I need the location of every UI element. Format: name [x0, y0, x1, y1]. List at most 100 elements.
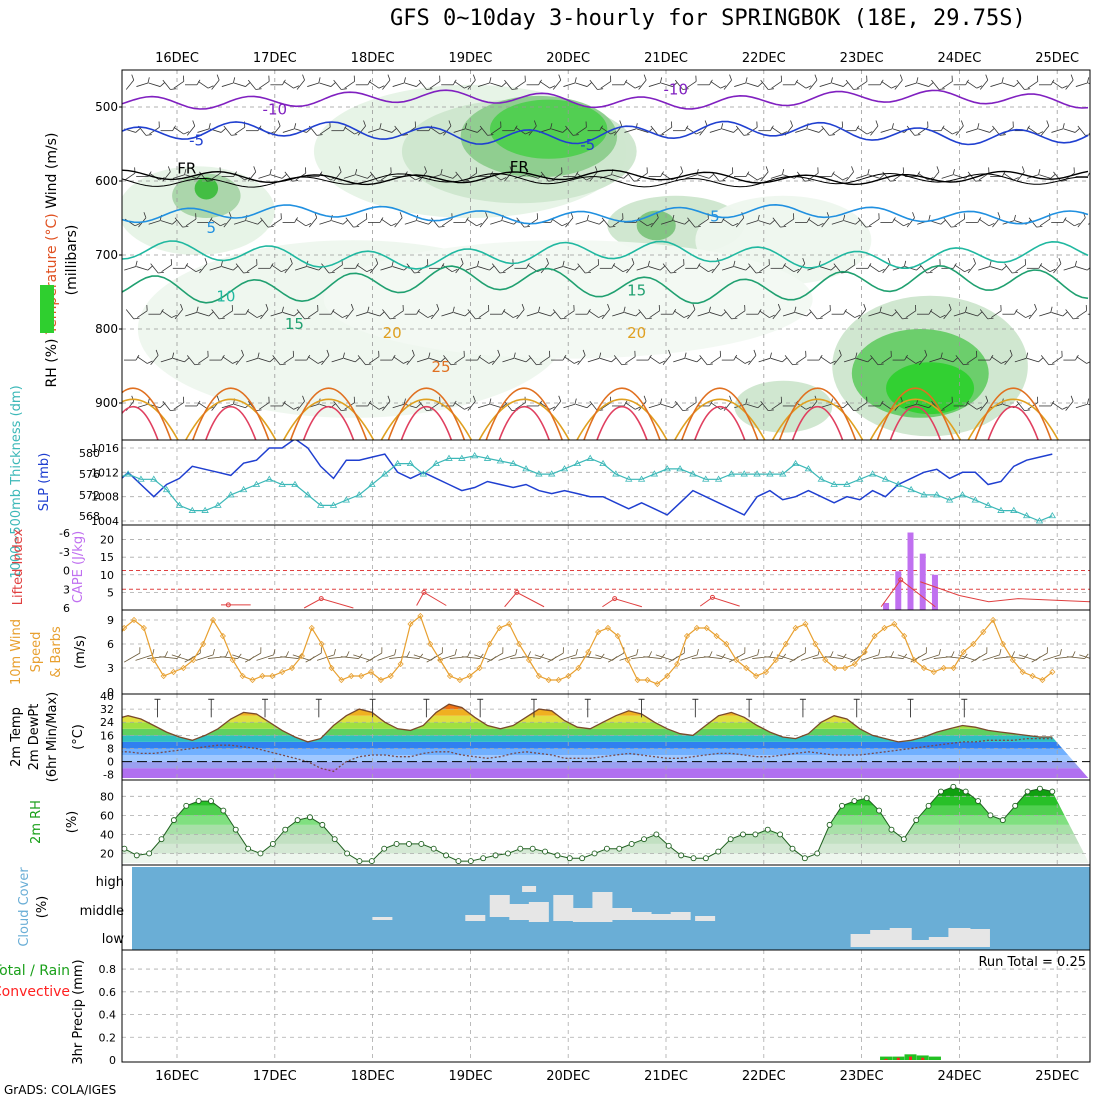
y-tick-label: 16 — [100, 729, 114, 742]
wind-barb — [588, 310, 605, 318]
wind-barb — [394, 212, 403, 228]
cloud-bar-high — [522, 886, 537, 892]
wind-barb — [809, 74, 818, 90]
wind-barb — [1076, 356, 1090, 364]
contour-label: 5 — [710, 208, 720, 226]
contour-label: 15 — [627, 282, 646, 300]
isotherm-warm — [498, 406, 550, 440]
wind-barb — [734, 304, 746, 318]
wind-barb — [1089, 263, 1090, 274]
rh2m-point — [406, 840, 412, 847]
wind-barb — [576, 121, 587, 135]
y-tick-label: 3 — [107, 662, 114, 675]
wind-barb — [1015, 310, 1032, 318]
wind-barb — [135, 649, 155, 661]
wind-barb — [503, 310, 519, 318]
wind-barb — [1051, 123, 1065, 133]
wind-point — [506, 620, 513, 628]
wind-barb — [331, 352, 345, 363]
wind-barb — [764, 653, 787, 659]
wind-barb — [284, 258, 293, 274]
wind-barb — [502, 352, 516, 363]
wind-point — [1029, 672, 1036, 680]
wind-barb — [516, 303, 525, 320]
rh2m-point — [455, 858, 462, 865]
rh2m-point — [517, 845, 524, 852]
wind-barb — [356, 264, 373, 273]
temp-fill — [122, 704, 1090, 778]
wind-barb — [612, 264, 629, 273]
wind-point — [367, 668, 375, 676]
wind-barb — [772, 303, 781, 320]
wind-barb — [150, 263, 164, 274]
wind-barb — [437, 649, 457, 661]
wind-barb — [453, 217, 469, 223]
wind-barb — [307, 356, 324, 364]
wind-barb — [1075, 77, 1090, 87]
wind-barb — [662, 349, 671, 366]
wind-barb — [369, 258, 379, 274]
wind-point — [33, 614, 38, 619]
wind-barb — [735, 212, 745, 228]
wind-plot — [33, 610, 1090, 694]
wind-barb — [552, 309, 567, 320]
wind-barb — [856, 396, 868, 410]
wind-barb — [540, 171, 555, 182]
wind-point — [92, 678, 97, 683]
wind-barb — [222, 304, 233, 318]
wind-barb — [748, 263, 762, 274]
wind-barb — [526, 306, 541, 317]
wind-barb — [478, 356, 495, 364]
wind-barb — [256, 649, 276, 661]
wind-barb — [943, 217, 957, 228]
isotherm-warm — [185, 398, 277, 440]
wind-barb — [270, 174, 287, 179]
wind-barb — [625, 81, 641, 89]
wind-point — [170, 668, 177, 676]
ylabel-wind-4: (m/s) — [73, 635, 88, 669]
temp-band — [122, 741, 1090, 749]
lifted-point — [318, 596, 324, 602]
lifted-line — [920, 581, 1090, 603]
wind-barb — [979, 395, 989, 411]
ylabel-precip: 3hr Precip (mm) — [71, 959, 86, 1064]
wind-barb — [746, 82, 763, 87]
rh2m-point — [641, 836, 647, 843]
wind-barb — [368, 402, 385, 410]
wind-barb — [426, 647, 443, 663]
wind-barb — [467, 309, 482, 320]
wind-barb — [820, 356, 836, 364]
cloud-bar-low — [948, 928, 971, 947]
wind-barb — [161, 259, 172, 273]
wind-barb — [393, 356, 409, 364]
wind-point — [762, 668, 770, 676]
wind-barb — [454, 402, 470, 410]
wind-barb — [210, 218, 226, 227]
wind-barb — [527, 213, 538, 227]
date-label-top: 16DEC — [155, 51, 199, 66]
rh2m-plot — [122, 780, 1090, 865]
wind-barb — [355, 174, 373, 179]
cloud-bar-middle — [528, 902, 549, 922]
wind-barb — [905, 304, 917, 318]
wind-barb — [868, 79, 884, 86]
wind-point — [930, 668, 937, 676]
wind-barb — [856, 75, 868, 89]
rh2m-point — [257, 850, 264, 857]
rh2m-point — [208, 798, 214, 805]
wind-barb — [271, 264, 287, 273]
wind-barb — [246, 220, 263, 225]
wind-barb — [477, 398, 492, 409]
wind-barb — [721, 260, 736, 271]
wind-barb — [772, 217, 787, 228]
wind-barb — [760, 401, 774, 412]
rh-fill — [636, 210, 676, 241]
wind-barb — [333, 401, 347, 412]
contour-label: 5 — [206, 219, 216, 237]
ylabel-thickness: 1000~500mb Thickness (dm) — [9, 385, 24, 578]
wind-barb — [880, 311, 897, 317]
wind-barb — [479, 212, 488, 228]
rh2m-point — [1012, 802, 1019, 809]
wind-barb — [504, 79, 518, 90]
rh2m-point — [702, 855, 709, 862]
